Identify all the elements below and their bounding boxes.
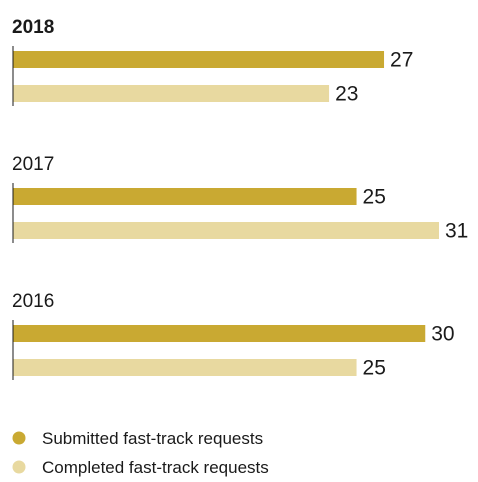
group-label: 2017 (12, 154, 54, 175)
bar-2018-submitted (13, 51, 385, 68)
value-label: 23 (335, 83, 358, 106)
group-2018: 2018 27 23 (12, 17, 413, 106)
group-label: 2018 (12, 17, 54, 38)
value-label: 31 (445, 220, 468, 243)
bar-2018-completed (13, 85, 330, 102)
legend-label: Completed fast-track requests (42, 458, 269, 477)
legend-label: Submitted fast-track requests (42, 429, 263, 448)
value-label: 30 (431, 323, 454, 346)
legend-item-submitted: Submitted fast-track requests (12, 429, 263, 448)
value-label: 27 (390, 49, 413, 72)
bar-2016-submitted (13, 325, 426, 342)
group-label: 2016 (12, 291, 54, 312)
value-label: 25 (363, 357, 386, 380)
legend-swatch (12, 460, 26, 474)
value-label: 25 (363, 186, 386, 209)
bar-2017-submitted (13, 188, 357, 205)
chart-groups: 2018 27 23 2017 25 31 2016 30 25 (12, 17, 468, 380)
bar-2017-completed (13, 222, 439, 239)
legend-swatch (12, 431, 26, 445)
bar-2016-completed (13, 359, 357, 376)
legend-item-completed: Completed fast-track requests (12, 458, 269, 477)
group-2016: 2016 30 25 (12, 291, 455, 380)
group-2017: 2017 25 31 (12, 154, 468, 243)
legend: Submitted fast-track requests Completed f… (12, 429, 269, 477)
